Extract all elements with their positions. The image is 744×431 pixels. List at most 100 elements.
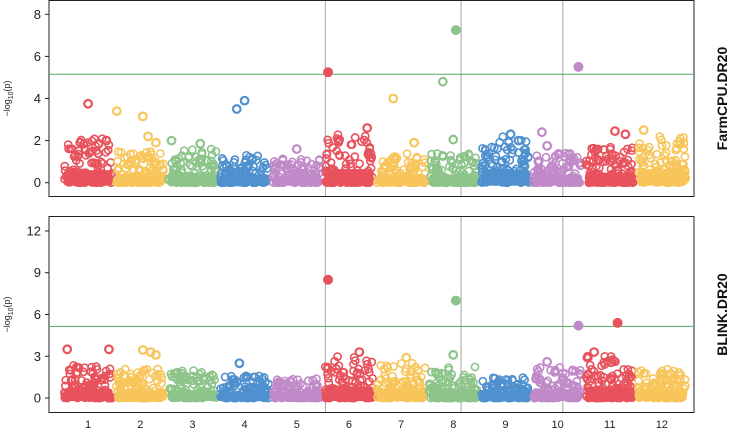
chromosome-12-snps xyxy=(633,364,690,403)
chromosome-tick-label: 5 xyxy=(294,419,300,431)
chromosome-base-band xyxy=(533,174,583,186)
snp-point xyxy=(308,376,318,385)
snp-point xyxy=(593,144,603,154)
snp-point xyxy=(176,158,186,168)
snp-point xyxy=(407,358,417,368)
snp-point xyxy=(413,375,422,385)
snp-point xyxy=(184,375,194,385)
snp-point xyxy=(128,149,138,159)
chromosome-base-band xyxy=(324,386,374,402)
chromosome-base-band xyxy=(115,389,165,402)
snp-point xyxy=(643,145,653,155)
snp-point xyxy=(131,157,141,167)
snp-point xyxy=(169,369,179,378)
chromosome-tick-label: 12 xyxy=(656,419,668,431)
snp-point xyxy=(64,144,74,154)
snp-point xyxy=(351,378,361,387)
snp-point xyxy=(138,154,148,164)
snp-point xyxy=(542,356,553,367)
snp-point xyxy=(407,158,417,167)
significant-snp-point xyxy=(450,25,461,36)
snp-point xyxy=(427,149,436,159)
snp-point xyxy=(272,375,282,385)
significant-snp-point xyxy=(323,274,334,285)
snp-point xyxy=(271,162,281,172)
snp-point xyxy=(97,373,107,383)
snp-point xyxy=(660,151,670,160)
snp-point xyxy=(311,382,321,392)
snp-point xyxy=(520,375,529,385)
snp-point xyxy=(666,369,676,379)
snp-point xyxy=(610,126,620,137)
snp-point xyxy=(410,159,420,168)
chromosome-tick-label: 1 xyxy=(85,419,91,431)
snp-point xyxy=(116,381,126,391)
chromosome-base-band xyxy=(376,173,426,186)
chromosome-10-snps xyxy=(529,148,586,188)
snp-point xyxy=(567,366,577,376)
snp-point xyxy=(666,157,676,166)
chromosome-5-snps xyxy=(268,374,325,403)
snp-point xyxy=(258,374,267,384)
snp-point xyxy=(558,158,567,168)
chromosome-2-snps xyxy=(112,147,169,188)
snp-point xyxy=(431,157,441,166)
snp-point xyxy=(323,373,333,383)
snp-point xyxy=(657,141,667,151)
snp-point xyxy=(679,159,688,169)
chromosome-8-snps xyxy=(424,362,482,403)
chromosome-base-band xyxy=(115,173,165,186)
snp-point xyxy=(150,137,161,148)
snp-point xyxy=(362,356,371,366)
background-snp-cloud xyxy=(60,351,690,403)
snp-point xyxy=(271,379,281,389)
y-tick-label: 0 xyxy=(34,391,41,406)
snp-point xyxy=(180,374,189,384)
snp-point xyxy=(179,146,189,156)
snp-point xyxy=(195,138,206,149)
y-axis-label: −log10(p) xyxy=(2,80,15,116)
snp-point xyxy=(157,373,167,383)
snp-point xyxy=(320,362,330,372)
snp-point xyxy=(355,159,364,169)
chromosome-axis: 1 2 3 4 5 6 7 8 9 10 11 12 xyxy=(85,419,668,431)
snp-point xyxy=(460,375,470,385)
chromosome-base-band xyxy=(63,388,113,402)
snp-point xyxy=(447,369,457,379)
snp-point xyxy=(634,143,644,153)
snp-point xyxy=(396,359,406,368)
snp-point xyxy=(638,125,649,135)
snp-point xyxy=(448,164,458,173)
snp-point xyxy=(488,384,498,393)
chromosome-tick-label: 4 xyxy=(242,419,248,431)
snp-point xyxy=(388,93,399,104)
snp-point xyxy=(593,155,603,164)
chromosome-base-band xyxy=(220,174,270,186)
snp-point xyxy=(184,151,194,161)
chromosome-10-snps xyxy=(529,363,586,403)
farmcpu-panel: 0 2 4 6 8 −log10(p) FarmCPU.DR20 xyxy=(2,0,730,197)
snp-point xyxy=(87,158,96,168)
snp-point xyxy=(646,153,655,163)
chromosome-1-snps xyxy=(60,360,117,403)
snp-point xyxy=(585,376,595,386)
chromosome-base-band xyxy=(324,169,374,186)
snp-point xyxy=(448,134,459,145)
significant-snp-point xyxy=(573,61,584,72)
snp-point xyxy=(103,145,113,155)
significant-snp-point xyxy=(612,317,623,328)
snp-point xyxy=(322,149,332,159)
panel-title: BLINK.DR20 xyxy=(714,273,730,356)
snp-point xyxy=(365,144,375,154)
chromosome-4-snps xyxy=(216,371,273,403)
snp-point xyxy=(367,357,377,367)
chromosome-12-snps xyxy=(634,132,691,188)
snp-point xyxy=(143,131,153,142)
snp-point xyxy=(296,155,306,164)
snp-point xyxy=(656,370,666,380)
chromosome-11-snps xyxy=(581,351,638,403)
snp-point xyxy=(269,156,279,166)
snp-point xyxy=(101,147,111,157)
snp-point xyxy=(513,135,524,146)
snp-point xyxy=(231,104,242,114)
